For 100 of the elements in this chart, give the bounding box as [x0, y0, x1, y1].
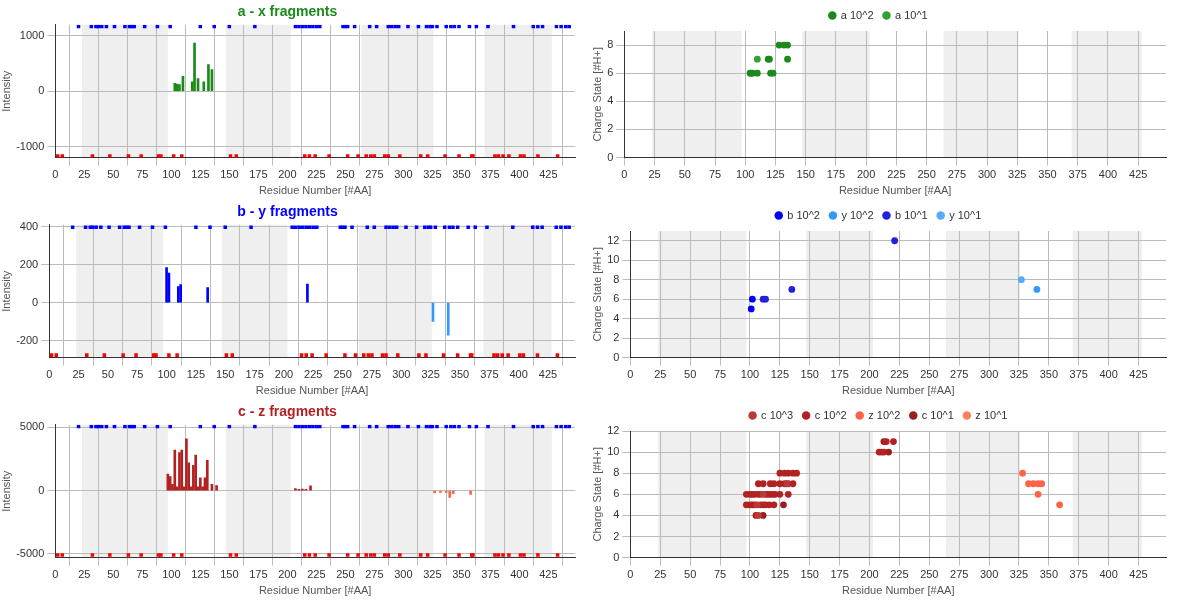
x-tick-label: 250: [917, 168, 936, 181]
y-tick-label: 0: [613, 550, 620, 563]
y-tick-label: -1000: [16, 139, 45, 152]
x-tick-label: 325: [423, 168, 442, 181]
x-tick-label: 300: [394, 568, 413, 581]
legend-label: c 10^2: [814, 408, 847, 421]
x-tick-label: 250: [336, 168, 355, 181]
x-tick-label: 375: [1068, 168, 1087, 181]
y-tick-label: 0: [607, 150, 614, 163]
x-tick-label: 150: [800, 568, 819, 581]
chart-title: c - z fragments: [238, 403, 338, 420]
x-tick-label: 225: [304, 368, 323, 381]
x-tick-label: 0: [52, 568, 59, 581]
x-tick-label: 250: [333, 368, 352, 381]
x-tick-label: 300: [979, 568, 999, 581]
y-tick-label: 12: [607, 233, 620, 246]
x-tick-label: 425: [538, 368, 558, 381]
y-tick-label: 8: [613, 272, 620, 285]
x-tick-label: 275: [362, 368, 382, 381]
x-tick-label: 50: [101, 368, 115, 381]
x-tick-label: 100: [740, 568, 760, 581]
x-axis-title: Residue Number [#AA]: [255, 384, 369, 397]
y-tick-label: 1000: [19, 28, 45, 41]
x-tick-label: 150: [216, 368, 235, 381]
y-axis-title: Charge State [#H+]: [590, 247, 603, 342]
x-tick-label: 125: [191, 168, 210, 181]
x-tick-label: 250: [920, 368, 939, 381]
x-tick-label: 75: [713, 368, 727, 381]
y-axis-title: Intensity: [0, 470, 12, 512]
x-tick-label: 100: [740, 368, 760, 381]
legend-label: a 10^1: [895, 8, 928, 21]
x-tick-label: 400: [510, 568, 529, 581]
x-tick-label: 0: [627, 368, 634, 381]
legend-label: a 10^2: [840, 8, 874, 21]
x-tick-label: 175: [826, 168, 846, 181]
x-tick-label: 300: [979, 368, 999, 381]
x-tick-label: 375: [1069, 568, 1088, 581]
x-tick-label: 50: [684, 368, 697, 381]
y-tick-label: 4: [607, 94, 614, 107]
legend-label: y 10^2: [841, 208, 874, 221]
y-tick-label: 2: [613, 331, 620, 344]
x-tick-label: 275: [365, 568, 384, 581]
x-tick-label: 325: [1008, 168, 1027, 181]
x-tick-label: 325: [1009, 368, 1029, 381]
y-tick-label: 8: [607, 38, 614, 51]
x-tick-label: 375: [480, 368, 499, 381]
x-tick-label: 25: [654, 568, 667, 581]
x-tick-label: 175: [249, 568, 268, 581]
y-tick-label: 0: [38, 483, 45, 496]
x-tick-label: 200: [278, 568, 297, 581]
y-tick-label: 0: [38, 84, 45, 97]
x-tick-label: 400: [510, 168, 529, 181]
x-tick-label: 100: [162, 168, 181, 181]
y-tick-label: 0: [613, 350, 620, 363]
x-tick-label: 25: [78, 168, 91, 181]
y-tick-label: 6: [613, 487, 620, 500]
x-tick-label: 400: [1099, 368, 1118, 381]
y-tick-label: 12: [607, 424, 620, 437]
legend-label: b 10^1: [895, 208, 928, 221]
x-tick-label: 350: [1039, 368, 1059, 381]
x-tick-label: 50: [678, 168, 691, 181]
x-tick-label: 425: [1129, 368, 1148, 381]
x-tick-label: 200: [274, 368, 294, 381]
x-tick-label: 275: [947, 168, 966, 181]
legend-label: b 10^2: [787, 208, 820, 221]
y-tick-label: 8: [613, 466, 620, 479]
x-tick-label: 50: [107, 168, 120, 181]
legend-label: c 10^1: [921, 408, 954, 421]
x-tick-label: 75: [136, 168, 149, 181]
x-tick-label: 425: [1129, 168, 1148, 181]
x-tick-label: 425: [1129, 568, 1148, 581]
x-tick-label: 300: [392, 368, 411, 381]
x-tick-label: 375: [1069, 368, 1088, 381]
x-tick-label: 225: [307, 568, 326, 581]
x-tick-label: 200: [860, 368, 879, 381]
x-tick-label: 275: [950, 568, 969, 581]
y-tick-label: 4: [613, 508, 620, 521]
x-tick-label: 75: [708, 168, 722, 181]
x-tick-label: 0: [52, 168, 59, 181]
x-axis-title: Residue Number [#AA]: [258, 184, 372, 197]
x-tick-label: 350: [450, 368, 470, 381]
x-tick-label: 25: [654, 368, 667, 381]
x-tick-label: 125: [186, 368, 206, 381]
x-tick-label: 250: [920, 568, 939, 581]
x-tick-label: 25: [72, 368, 85, 381]
y-tick-label: 6: [607, 66, 614, 79]
x-tick-label: 150: [796, 168, 815, 181]
x-tick-label: 275: [950, 368, 969, 381]
x-tick-label: 25: [78, 568, 91, 581]
y-tick-label: 10: [607, 253, 620, 266]
chart-title: a - x fragments: [237, 3, 338, 20]
y-tick-label: -5000: [16, 546, 45, 559]
x-tick-label: 425: [539, 168, 558, 181]
x-tick-label: 175: [830, 368, 849, 381]
y-tick-label: 10: [607, 445, 620, 458]
legend-label: c 10^3: [761, 408, 794, 421]
x-tick-label: 125: [770, 368, 790, 381]
x-tick-label: 0: [627, 568, 634, 581]
x-tick-label: 225: [890, 568, 909, 581]
y-axis-title: Charge State [#H+]: [590, 447, 603, 542]
